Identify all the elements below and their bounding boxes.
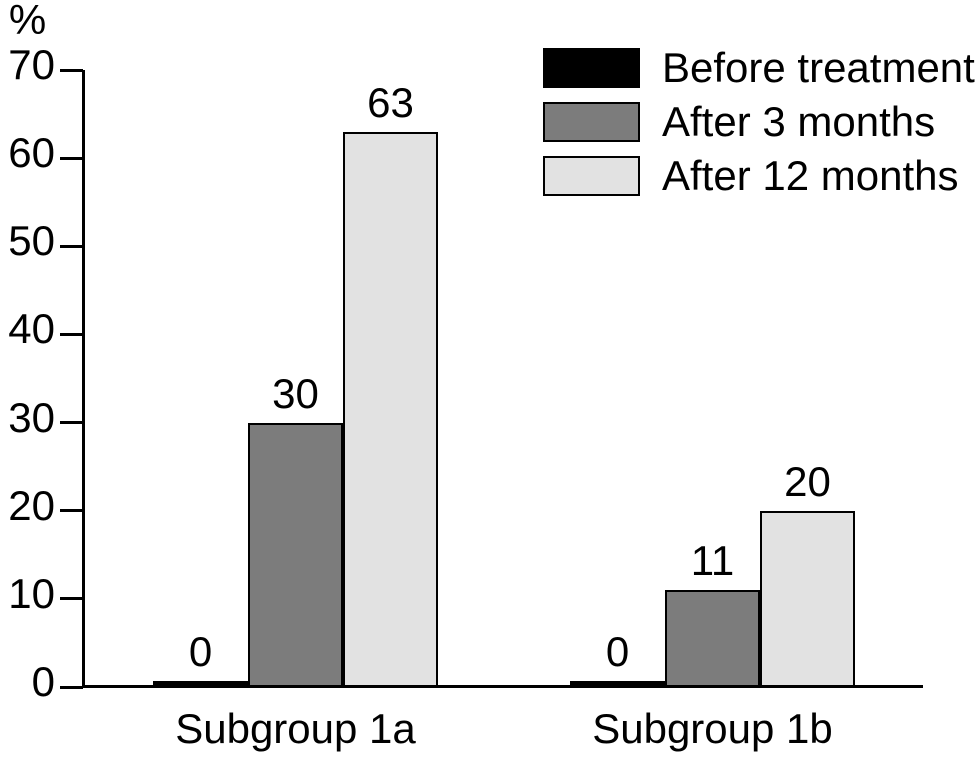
y-axis-tick [60,597,83,601]
bar-after-12-months [760,510,855,687]
legend-item-after-12-months: After 12 months [543,155,958,197]
bar-value-label: 30 [272,369,319,417]
y-axis-line [82,70,85,688]
legend-label-after-12-months: After 12 months [662,152,959,199]
y-axis-tick-label: 70 [8,41,55,88]
y-axis-tick-label: 50 [8,217,55,265]
y-axis-tick [60,156,83,160]
bar-value-label: 20 [784,457,831,505]
bar-value-label: 0 [188,628,213,675]
x-axis-line [82,685,923,688]
legend-swatch-after-12-months [543,156,640,196]
legend-label-after-3-months: After 3 months [662,98,936,145]
legend-item-before-treatment: Before treatment [543,47,975,89]
y-axis-title: % [8,0,47,43]
bar-after-3-months [248,422,343,687]
y-axis-tick [60,685,83,689]
bar-before-treatment [153,681,248,687]
y-axis-tick-label: 10 [8,569,55,617]
y-axis-tick-label: 0 [31,658,55,705]
category-label-subgroup-1a: Subgroup 1a [175,705,416,752]
category-label-subgroup-1b: Subgroup 1b [592,705,833,752]
legend-label-before-treatment: Before treatment [662,44,975,91]
y-axis-tick-label: 30 [8,393,55,441]
y-axis-tick [60,332,83,336]
y-axis-tick [60,244,83,248]
bar-value-label: 0 [605,628,630,675]
bar-after-3-months [665,590,760,687]
legend-item-after-3-months: After 3 months [543,101,935,143]
y-axis-tick [60,421,83,425]
y-axis-tick-label: 60 [8,129,55,177]
bar-before-treatment [570,681,665,687]
legend-swatch-after-3-months [543,102,640,142]
y-axis-tick-label: 40 [8,305,55,353]
y-axis-tick [60,509,83,513]
bar-after-12-months [343,131,438,687]
bar-value-label: 63 [367,78,414,126]
y-axis-tick-label: 20 [8,481,55,529]
legend-swatch-before-treatment [543,48,640,88]
y-axis-tick [60,68,83,72]
bar-value-label: 11 [690,537,735,585]
